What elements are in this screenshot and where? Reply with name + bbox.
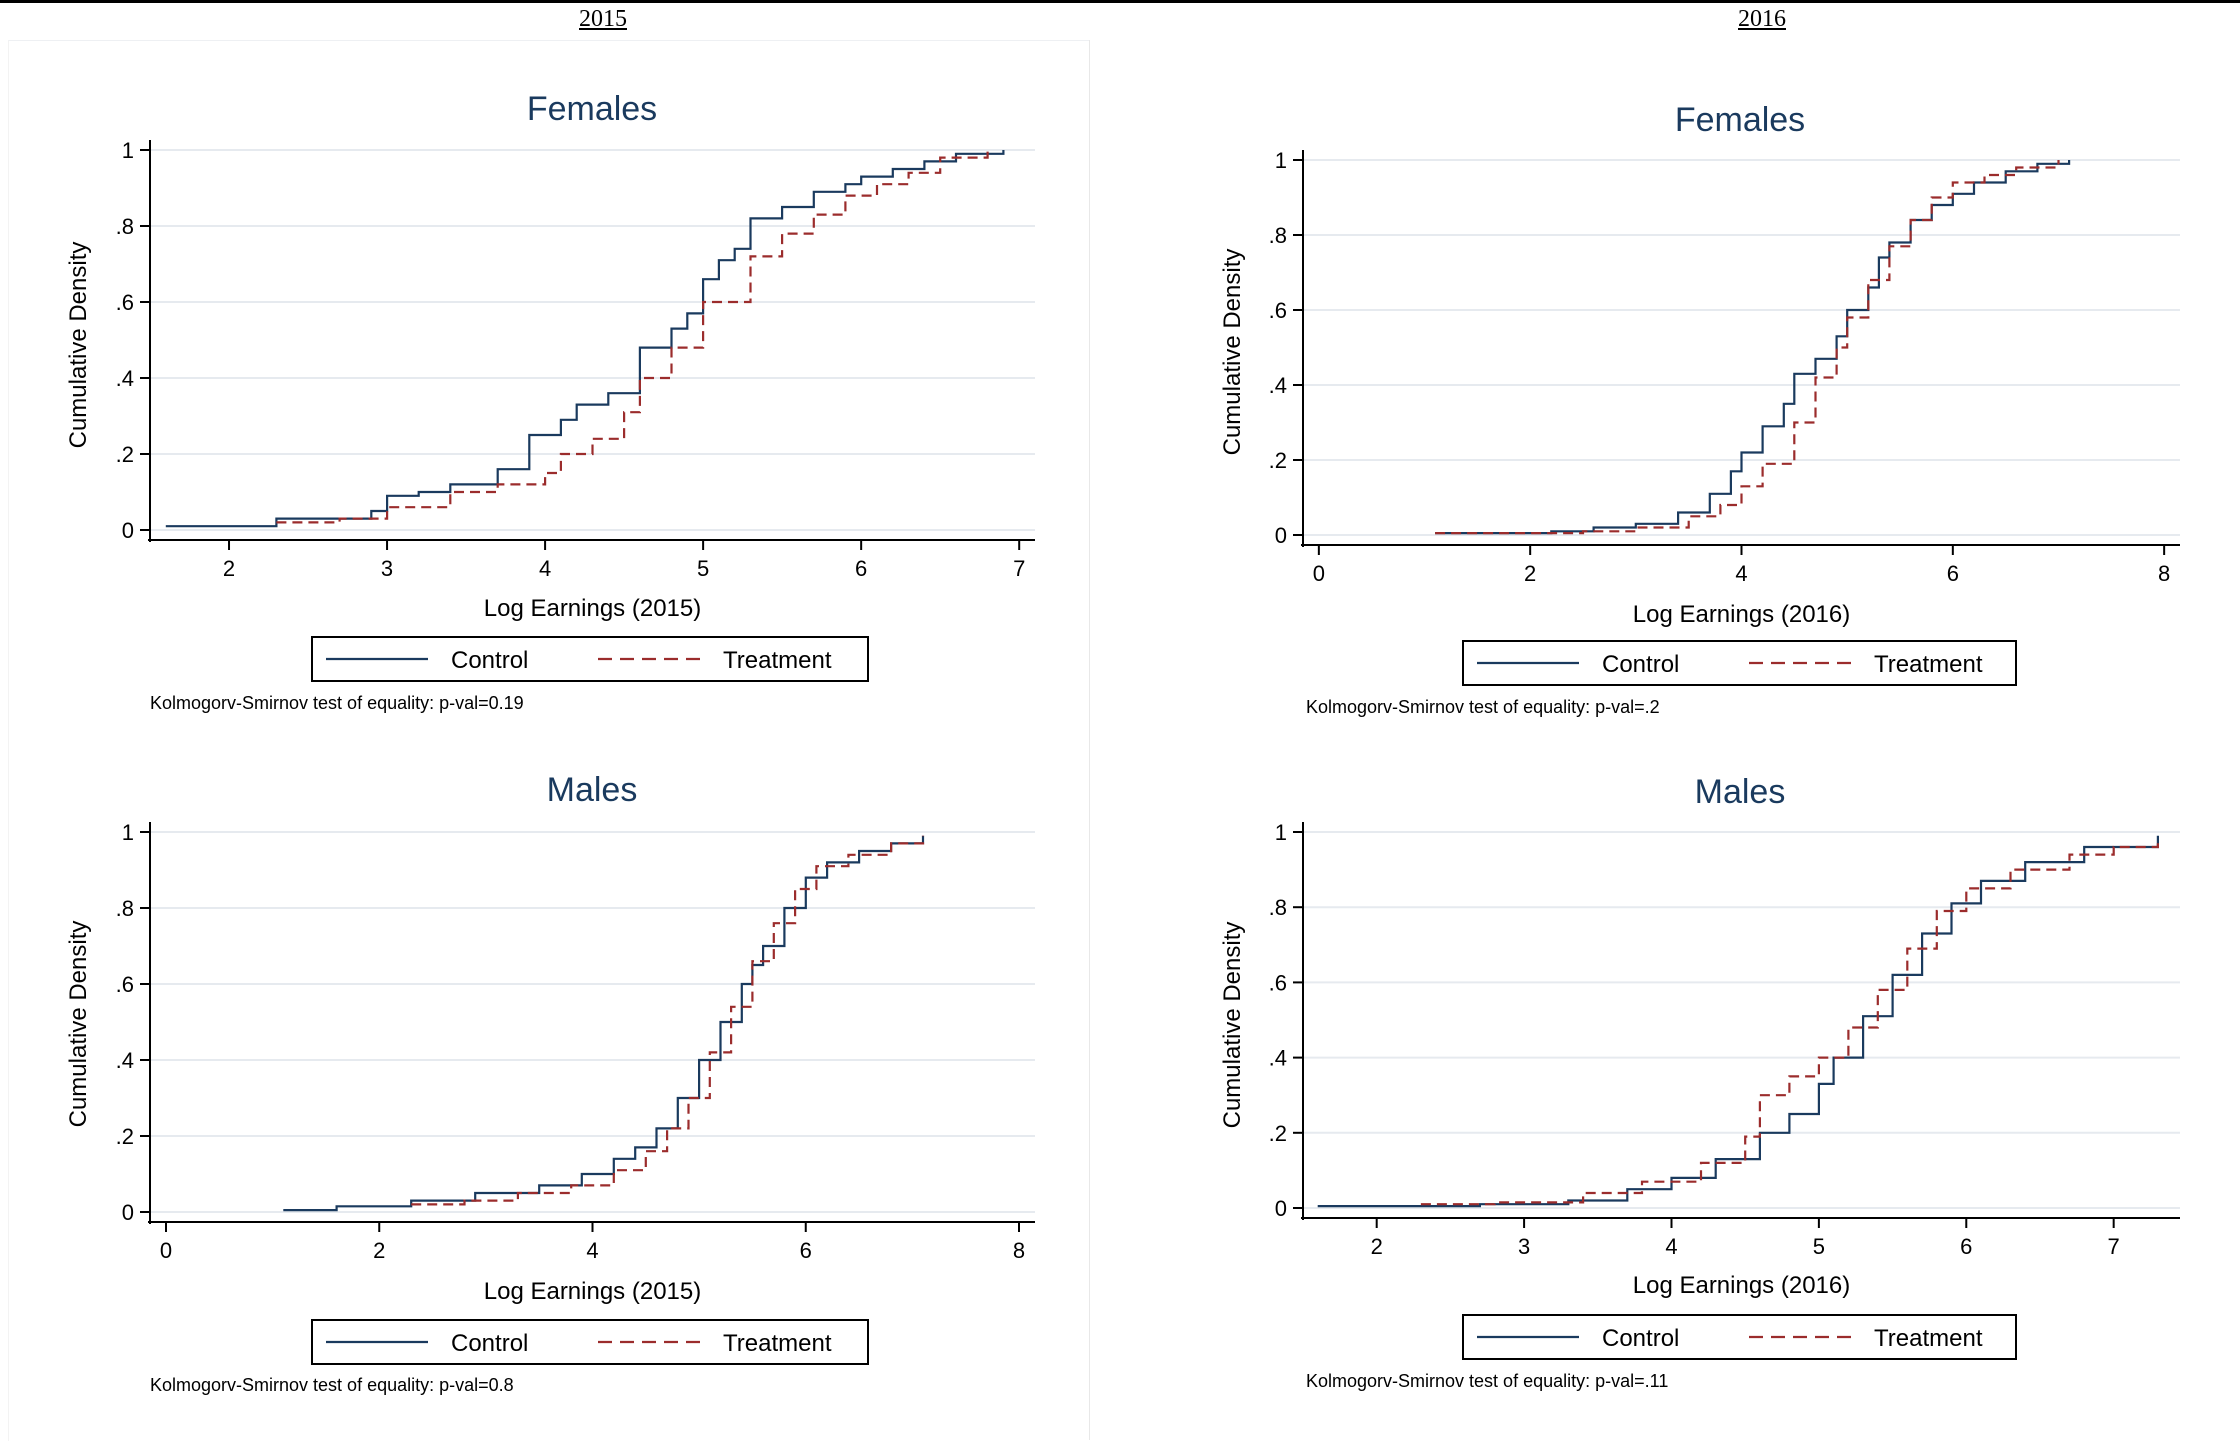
series-line-control	[1435, 160, 2071, 535]
x-tick-label: 6	[1947, 561, 1959, 586]
series-line-treatment	[1435, 160, 2060, 535]
year-heading-right: 2016	[1738, 6, 1786, 32]
x-tick-label: 4	[539, 556, 551, 581]
x-tick-label: 4	[1735, 561, 1747, 586]
legend-label-control: Control	[1602, 651, 1679, 678]
x-axis-label: Log Earnings (2016)	[1633, 601, 1850, 628]
y-tick-label: .2	[116, 1124, 134, 1149]
chart-title: Females	[527, 90, 657, 128]
y-tick-label: 1	[122, 138, 134, 163]
legend-box	[311, 636, 869, 682]
chart-panel-2: 0 .2 .4 .6 .8 1 0 2 4 6 8 Females Log Earnings (2016…	[1219, 101, 2180, 717]
y-tick-label: 1	[122, 820, 134, 845]
x-tick-label: 4	[586, 1238, 598, 1263]
y-tick-label: .8	[116, 214, 134, 239]
ks-test-note: Kolmogorv-Smirnov test of equality: p-va…	[1306, 1371, 1668, 1391]
legend-label-control: Control	[451, 1330, 528, 1357]
y-tick-label: .4	[1269, 1046, 1287, 1071]
x-tick-label: 2	[223, 556, 235, 581]
y-tick-label: .4	[116, 366, 134, 391]
chart-panel-1: 0 .2 .4 .6 .8 1 2 3 4 5 6 7 Females Log Earnings (201…	[65, 90, 1035, 713]
top-rule	[0, 0, 2240, 3]
x-tick-label: 2	[1524, 561, 1536, 586]
x-tick-label: 6	[1960, 1234, 1972, 1259]
y-tick-label: .6	[116, 972, 134, 997]
x-tick-label: 5	[697, 556, 709, 581]
legend-label-treatment: Treatment	[723, 647, 832, 674]
y-axis-label: Cumulative Density	[65, 242, 92, 449]
y-tick-label: 1	[1275, 820, 1287, 845]
y-tick-label: .2	[1269, 1121, 1287, 1146]
legend-label-control: Control	[1602, 1325, 1679, 1352]
y-axis-label: Cumulative Density	[1219, 922, 1246, 1129]
x-tick-label: 0	[1313, 561, 1325, 586]
y-tick-label: .2	[1269, 448, 1287, 473]
y-tick-label: .6	[1269, 970, 1287, 995]
x-tick-label: 2	[373, 1238, 385, 1263]
ks-test-note: Kolmogorv-Smirnov test of equality: p-va…	[150, 693, 524, 713]
x-tick-label: 0	[160, 1238, 172, 1263]
x-tick-label: 5	[1813, 1234, 1825, 1259]
chart-title: Males	[547, 771, 638, 809]
column-divider	[1089, 40, 1090, 1440]
chart-title: Females	[1675, 101, 1805, 139]
series-line-treatment	[276, 150, 989, 524]
x-tick-label: 7	[1013, 556, 1025, 581]
x-tick-label: 3	[381, 556, 393, 581]
y-tick-label: .6	[1269, 298, 1287, 323]
x-axis-label: Log Earnings (2015)	[484, 1278, 701, 1305]
y-tick-label: .2	[116, 442, 134, 467]
x-tick-label: 6	[855, 556, 867, 581]
legend-label-treatment: Treatment	[1874, 1325, 1983, 1352]
legend-label-treatment: Treatment	[723, 1330, 832, 1357]
series-line-treatment	[411, 835, 925, 1206]
x-tick-label: 3	[1518, 1234, 1530, 1259]
y-tick-label: .4	[1269, 373, 1287, 398]
year-heading-left: 2015	[579, 6, 627, 32]
series-line-control	[1317, 835, 2159, 1208]
legend-label-control: Control	[451, 647, 528, 674]
x-axis-label: Log Earnings (2015)	[484, 595, 701, 622]
y-tick-label: .8	[1269, 895, 1287, 920]
y-tick-label: .6	[116, 290, 134, 315]
y-tick-label: .4	[116, 1048, 134, 1073]
x-tick-label: 2	[1371, 1234, 1383, 1259]
x-axis-label: Log Earnings (2016)	[1633, 1272, 1850, 1299]
x-tick-label: 8	[2158, 561, 2170, 586]
x-tick-label: 6	[800, 1238, 812, 1263]
ks-test-note: Kolmogorv-Smirnov test of equality: p-va…	[1306, 697, 1660, 717]
y-tick-label: 0	[122, 518, 134, 543]
x-tick-label: 8	[1013, 1238, 1025, 1263]
x-tick-label: 4	[1665, 1234, 1677, 1259]
y-axis-label: Cumulative Density	[1219, 249, 1246, 456]
y-tick-label: 0	[122, 1200, 134, 1225]
chart-panel-4: 0 .2 .4 .6 .8 1 2 3 4 5 6 7 Males Log Earnings (2016)…	[1219, 773, 2180, 1391]
y-tick-label: 0	[1275, 1196, 1287, 1221]
y-axis-label: Cumulative Density	[65, 921, 92, 1128]
y-tick-label: 1	[1275, 148, 1287, 173]
chart-panel-3: 0 .2 .4 .6 .8 1 0 2 4 6 8 Males Log Earnings (2015) C…	[65, 771, 1035, 1395]
y-tick-label: .8	[116, 896, 134, 921]
legend-label-treatment: Treatment	[1874, 651, 1983, 678]
x-tick-label: 7	[2108, 1234, 2120, 1259]
y-tick-label: 0	[1275, 523, 1287, 548]
chart-title: Males	[1695, 773, 1786, 811]
y-tick-label: .8	[1269, 223, 1287, 248]
series-line-control	[165, 150, 1005, 528]
left-panel-frame	[8, 40, 1089, 1441]
series-line-treatment	[1420, 839, 2159, 1206]
ks-test-note: Kolmogorv-Smirnov test of equality: p-va…	[150, 1375, 514, 1395]
series-line-control	[283, 835, 925, 1212]
